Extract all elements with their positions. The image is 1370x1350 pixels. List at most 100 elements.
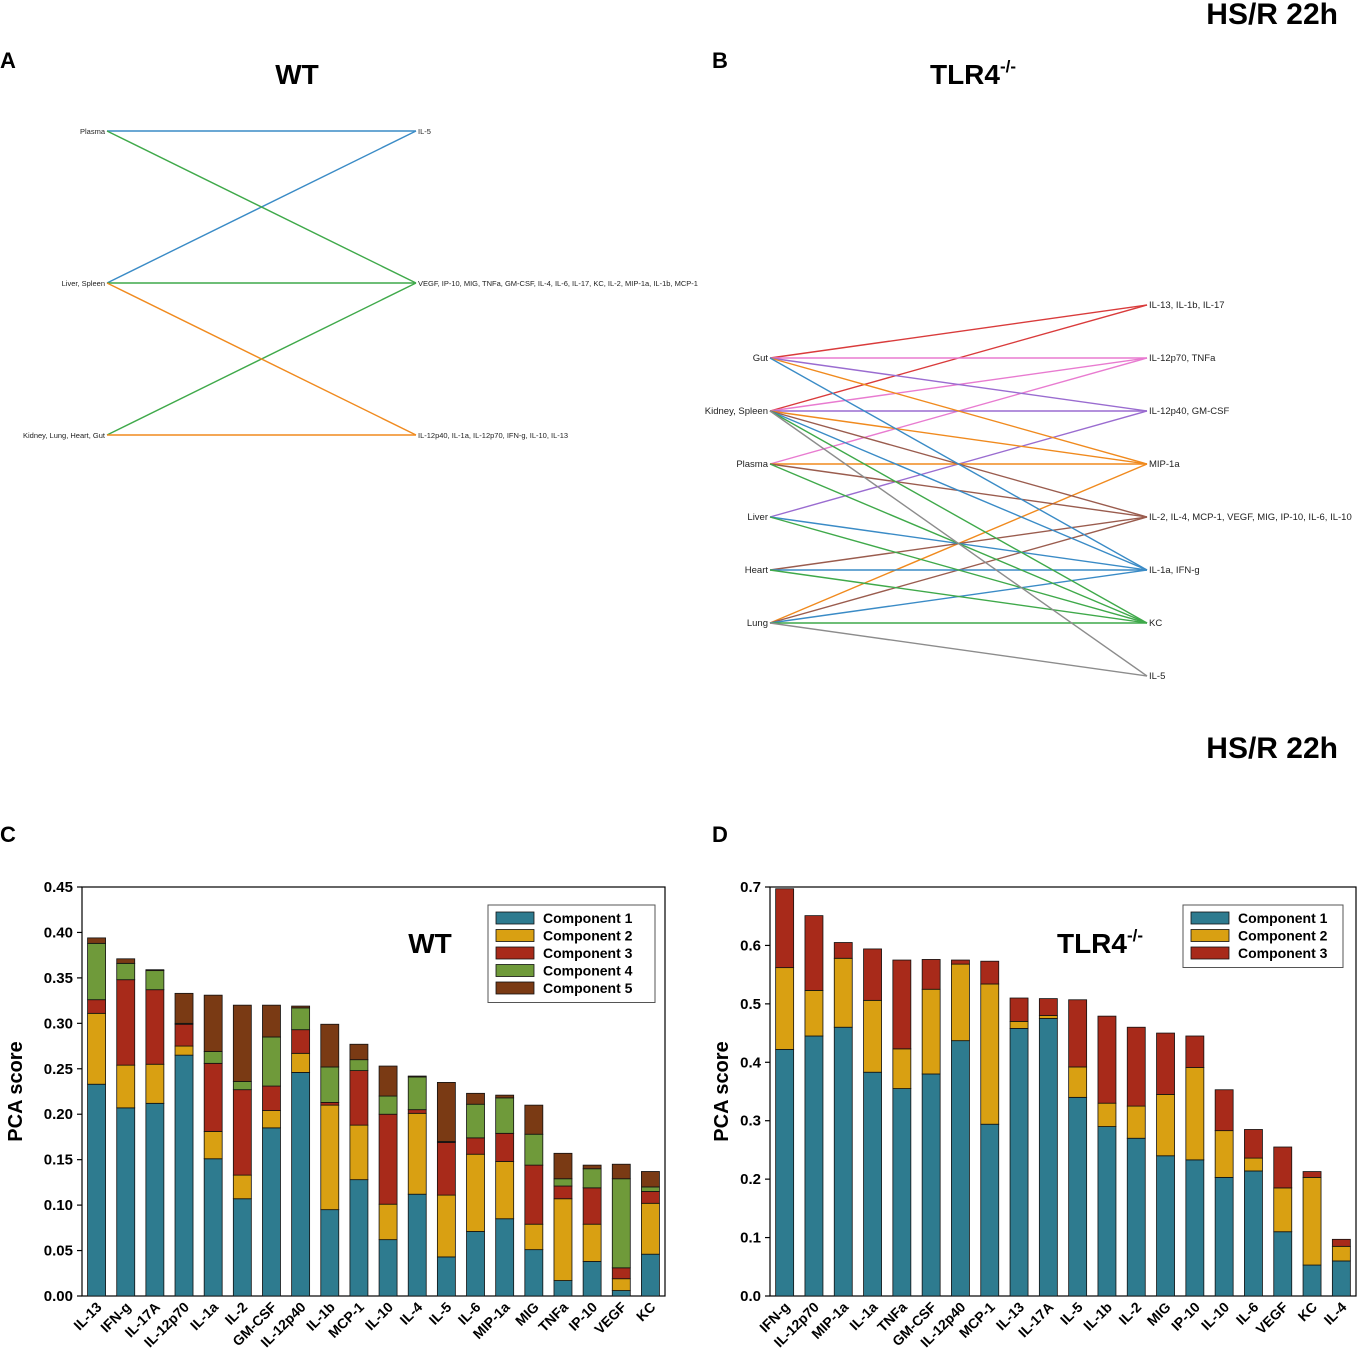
chart-d-bar-il-4-comp3 (1331, 1238, 1351, 1247)
net-a-left-node-label: Liver, Spleen (62, 279, 105, 288)
chart-d-bar-il-1b-comp2 (1097, 1102, 1117, 1127)
chart-d-legend-label: Component 3 (1238, 945, 1328, 961)
chart-c-bar-il-5-comp5 (436, 1082, 456, 1142)
chart-c-bar-il-12p70-comp1 (174, 1054, 194, 1297)
chart-c-legend-swatch (495, 911, 535, 925)
network-a: Plasma Liver, Spleen Kidney, Lung, Heart, … (23, 127, 698, 440)
chart-c-bar-ifn-g-comp4 (116, 962, 136, 981)
panel-b-title-main: TLR4 (930, 59, 1000, 90)
chart-d-bar-mig-comp3 (1156, 1032, 1175, 1095)
chart-c-bar-vegf-comp5 (611, 1163, 631, 1180)
chart-c-bar-mip-1a-comp3 (495, 1132, 515, 1162)
net-b-left-node-label: Kidney, Spleen (705, 406, 768, 417)
net-b-right-node-label: IL-1a, IFN-g (1149, 565, 1200, 576)
panel-b-title: TLR4-/- (930, 57, 1016, 90)
chart-c-bar-il-10-comp4 (378, 1095, 398, 1115)
net-b-right-node-label: MIP-1a (1149, 459, 1180, 470)
net-a-left-node-label: Plasma (80, 127, 106, 136)
chart-d-bar-kc-comp3 (1302, 1171, 1322, 1178)
chart-c-y-tick-label: 0.00 (44, 1288, 73, 1305)
chart-d-bar-il-10-comp1 (1214, 1176, 1234, 1297)
chart-d-bar-il-2-comp1 (1126, 1137, 1146, 1297)
chart-d-bar-mip-1a-comp1 (833, 1026, 853, 1297)
chart-c-bar-il-17a-comp2 (145, 1063, 165, 1104)
chart-d-bar-il-6-comp2 (1244, 1157, 1263, 1172)
chart-c-bar-tnfa-comp1 (553, 1280, 573, 1297)
chart-d-legend-label: Component 2 (1238, 928, 1328, 944)
chart-c-bar-mip-1a-comp1 (495, 1218, 515, 1297)
chart-d-y-axis-label: PCA score (711, 1041, 733, 1141)
chart-c-bar-gm-csf-comp1 (262, 1127, 281, 1297)
network-b: Gut Kidney, Spleen Plasma Liver Heart Lung IL-… (705, 300, 1352, 682)
chart-c-y-tick-label: 0.25 (44, 1061, 73, 1078)
net-b-edge-17 (769, 410, 1148, 571)
chart-d-bar-il-2-comp3 (1126, 1026, 1146, 1107)
chart-c-bar-il-12p40-comp3 (291, 1029, 311, 1054)
chart-c-bar-ifn-g-comp2 (116, 1064, 136, 1109)
chart-c-bar-mig-comp2 (524, 1223, 544, 1251)
chart-d-bar-il-17a-comp2 (1038, 1015, 1058, 1019)
chart-c-bar-il-13-comp3 (87, 999, 106, 1014)
chart-c-bar-kc-comp2 (641, 1202, 660, 1255)
chart-d-plot-frame (769, 886, 1357, 1297)
chart-d-bar-il-13-comp3 (1009, 997, 1029, 1022)
chart-c-bar-il-1a-comp2 (203, 1131, 223, 1160)
chart-c-y-tick-label: 0.05 (44, 1243, 73, 1260)
chart-c-bar-il-1b-comp1 (320, 1209, 340, 1297)
chart-d-bar-il-1a-comp2 (863, 999, 882, 1073)
chart-c-x-tick-label: IL-5 (426, 1299, 455, 1328)
chart-d-bar-il-6-comp3 (1244, 1129, 1263, 1159)
chart-c-bar-il-1b-comp4 (320, 1066, 340, 1103)
chart-c-bar-il-10-comp1 (378, 1239, 398, 1297)
net-b-edge-26 (769, 410, 1148, 677)
chart-c-bar-il-2-comp5 (232, 1004, 252, 1082)
chart-c-bar-il-5-comp3 (436, 1141, 456, 1196)
chart-c-bar-mcp-1-comp3 (349, 1070, 369, 1126)
chart-c-bar-il-13-comp4 (87, 942, 106, 1001)
chart-c-bar-kc-comp1 (641, 1253, 660, 1297)
chart-d-bar-il-4-comp2 (1331, 1245, 1351, 1262)
chart-d-y-tick-label: 0.0 (740, 1288, 761, 1305)
chart-d-bar-il-13-comp2 (1009, 1020, 1029, 1029)
panel-letter-c: C (0, 822, 16, 847)
chart-c-bar-il-1a-comp4 (203, 1051, 223, 1064)
chart-d-bar-ip-10-comp1 (1185, 1159, 1205, 1297)
panel-b-title-sup: -/- (1000, 57, 1016, 76)
chart-c-bar-kc-comp3 (641, 1191, 660, 1204)
chart-c-bar-il-1a-comp1 (203, 1158, 223, 1297)
chart-c-bar-il-6-comp2 (466, 1153, 485, 1232)
chart-c-bar-mip-1a-comp2 (495, 1161, 515, 1220)
net-b-edge-21 (769, 410, 1148, 624)
chart-d-bar-mcp-1-comp2 (980, 983, 1000, 1125)
chart-d-chart-title: TLR4-/- (1057, 926, 1143, 959)
chart-c-bar-il-5-comp2 (436, 1194, 456, 1258)
chart-c-y-tick-label: 0.40 (44, 924, 73, 941)
chart-c-bar-il-1b-comp5 (320, 1023, 340, 1068)
chart-d-bar-il-12p70-comp3 (804, 915, 824, 991)
chart-d-bar-mip-1a-comp3 (833, 942, 853, 959)
chart-c-bar-vegf-comp3 (611, 1267, 631, 1280)
chart-c-bar-gm-csf-comp4 (262, 1036, 281, 1087)
chart-d-bar-gm-csf-comp2 (921, 988, 941, 1075)
chart-c-bar-il-2-comp3 (232, 1089, 252, 1176)
chart-d-x-tick-label: IL-4 (1321, 1299, 1350, 1328)
chart-c-bar-il-12p40-comp2 (291, 1052, 311, 1073)
chart-c-bar-gm-csf-comp2 (262, 1110, 281, 1129)
chart-c-bar-il-2-comp4 (232, 1081, 252, 1091)
chart-c-x-tick-label: IL-13 (70, 1299, 105, 1334)
chart-c-bar-vegf-comp1 (611, 1290, 631, 1297)
chart-d-legend-swatch (1190, 929, 1230, 942)
chart-c-bar-il-12p70-comp2 (174, 1045, 194, 1056)
chart-c-bar-gm-csf-comp5 (262, 1004, 281, 1038)
chart-d-legend-swatch (1190, 946, 1230, 960)
net-b-edge-24 (769, 569, 1148, 624)
net-a-edge-5 (106, 282, 417, 436)
chart-c-bar-mcp-1-comp1 (349, 1179, 369, 1297)
net-b-left-node-label: Plasma (736, 459, 768, 470)
chart-d-bar-il-12p70-comp1 (804, 1035, 824, 1297)
chart-c-bar-il-17a-comp1 (145, 1102, 165, 1297)
chart-c-bar-il-17a-comp5 (145, 969, 165, 972)
chart-d-bar-il-1a-comp1 (863, 1071, 882, 1297)
